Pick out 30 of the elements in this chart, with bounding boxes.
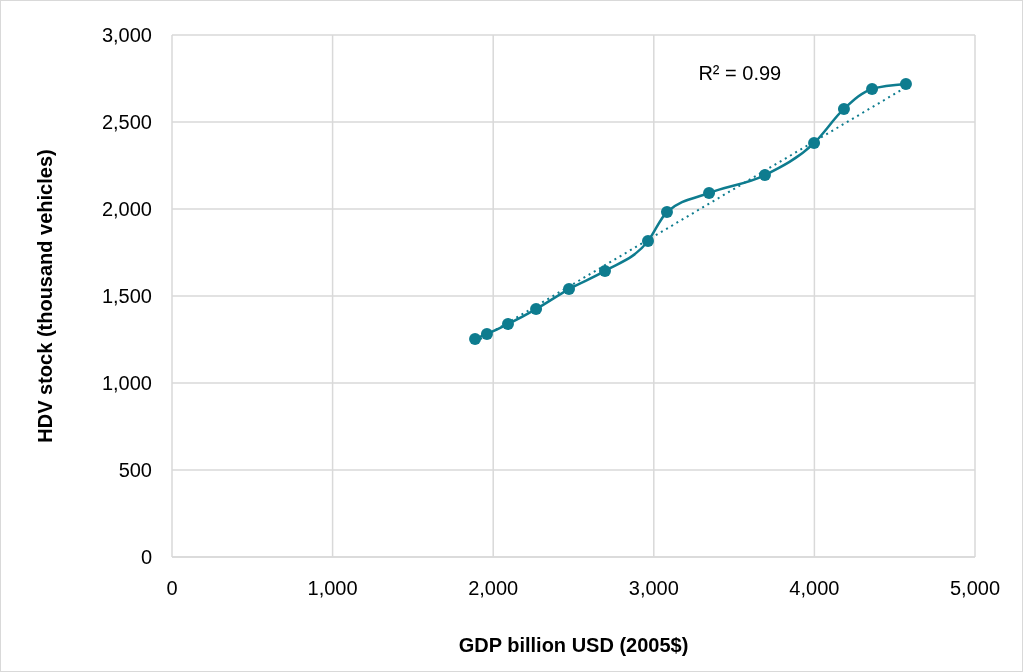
point xyxy=(530,303,543,316)
point xyxy=(642,235,655,248)
y-tick-label: 1,000 xyxy=(101,372,152,394)
y-tick-label: 3,000 xyxy=(101,24,152,46)
point xyxy=(563,283,575,296)
x-tick-label: 3,000 xyxy=(628,577,679,599)
point xyxy=(660,205,673,218)
point xyxy=(808,137,821,150)
y-tick-label: 500 xyxy=(118,459,152,481)
x-tick-label: 4,000 xyxy=(789,577,840,599)
y-tick-label: 0 xyxy=(140,546,152,568)
x-tick-label: 2,000 xyxy=(468,577,519,599)
annotation: R² = 0.99 xyxy=(698,62,782,84)
x-tick-label: 5,000 xyxy=(949,577,1001,599)
point xyxy=(758,169,771,182)
y-tick-label: 2,000 xyxy=(101,198,152,220)
y-axis-title: HDV stock (thousand vehicles) xyxy=(34,149,56,443)
y-tick-label: 2,500 xyxy=(101,111,152,133)
x-axis-title: GDP billion USD (2005$) xyxy=(458,634,689,656)
point xyxy=(866,82,879,95)
point xyxy=(899,78,912,91)
point xyxy=(837,102,850,115)
y-tick-label: 1,500 xyxy=(101,285,152,307)
point xyxy=(598,264,611,277)
point xyxy=(703,186,716,199)
point xyxy=(501,318,514,331)
x-tick-label: 1,000 xyxy=(307,577,358,599)
point xyxy=(469,332,482,345)
point xyxy=(480,327,493,340)
x-tick-label: 0 xyxy=(166,577,178,599)
